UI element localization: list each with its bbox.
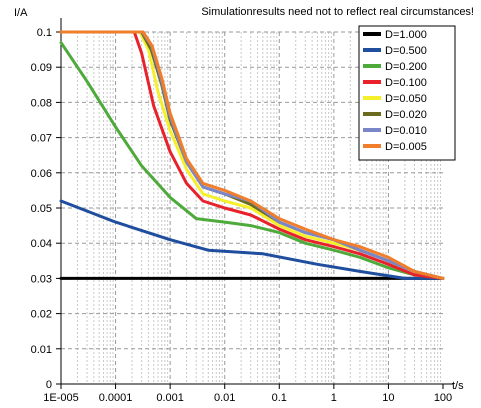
axes: 0 0.01 0.02 0.03 0.04 0.05 0.06 0.07 0.08 0.09 0.1…: [31, 18, 453, 404]
series-line: [59, 41, 445, 280]
y-tick-label: 0.02: [31, 309, 52, 321]
y-tick-label: 0.04: [31, 238, 52, 250]
y-tick-label: 0.01: [31, 344, 52, 356]
y-tick-label: 0.03: [31, 273, 52, 285]
legend-label: D=1.000: [385, 29, 427, 41]
y-tick-label: 0.05: [31, 203, 52, 215]
series-layer: [59, 30, 445, 280]
x-tick-label: 100: [434, 392, 452, 404]
y-axis-label: I/A: [14, 7, 28, 19]
series-line: [59, 199, 445, 280]
x-tick-label: 10: [382, 392, 394, 404]
legend-label: D=0.010: [385, 125, 427, 137]
y-tick-label: 0: [46, 379, 52, 391]
y-tick-label: 0.06: [31, 168, 52, 180]
y-tick-label: 0.09: [31, 62, 52, 74]
y-tick-label: 0.08: [31, 97, 52, 109]
series-line: [59, 30, 445, 280]
x-tick-label: 0.01: [214, 392, 235, 404]
legend-label: D=0.200: [385, 61, 427, 73]
legend-label: D=0.500: [385, 45, 427, 57]
x-axis-label: t/s: [452, 380, 464, 392]
chart-note: Simulationresults need not to reflect re…: [201, 6, 474, 18]
labels: I/A t/s Simulationresults need not to re…: [14, 6, 474, 392]
x-tick-label: 1E-005: [43, 392, 78, 404]
legend-label: D=0.100: [385, 77, 427, 89]
y-tick-label: 0.1: [37, 27, 52, 39]
legend: D=1.000 D=0.500 D=0.200 D=0.100 D=0.050 D=0.0…: [358, 25, 456, 161]
y-tick-label: 0.07: [31, 133, 52, 145]
legend-label: D=0.020: [385, 109, 427, 121]
legend-label: D=0.005: [385, 141, 427, 153]
x-tick-label: 1: [331, 392, 337, 404]
x-tick-label: 0.001: [156, 392, 184, 404]
x-tick-label: 0.0001: [99, 392, 133, 404]
series-line: [59, 30, 445, 280]
x-tick-label: 0.1: [272, 392, 287, 404]
legend-label: D=0.050: [385, 93, 427, 105]
